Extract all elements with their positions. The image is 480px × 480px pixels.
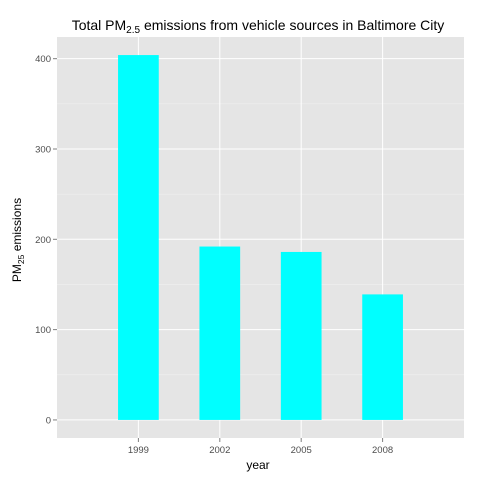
y-tick-label: 400 xyxy=(35,54,51,65)
y-axis-label-suffix: emissions xyxy=(10,198,24,255)
chart-title-subscript: 2.5 xyxy=(126,25,140,36)
y-axis-label-subscript: 25 xyxy=(16,254,26,264)
bar-2008 xyxy=(362,294,403,420)
chart-title-suffix: emissions from vehicle sources in Baltim… xyxy=(140,17,444,33)
chart-title: Total PM2.5 emissions from vehicle sourc… xyxy=(72,17,445,36)
y-axis-label-prefix: PM xyxy=(10,264,24,282)
y-tick-label: 100 xyxy=(35,325,51,336)
x-tick-label: 2008 xyxy=(372,445,393,456)
chart-title-prefix: Total PM xyxy=(72,17,126,33)
x-tick-label: 2005 xyxy=(291,445,312,456)
bar-2002 xyxy=(199,246,241,420)
x-axis: 1999 2002 2005 2008 xyxy=(128,438,393,456)
x-tick-label: 2002 xyxy=(209,445,230,456)
y-tick-label: 0 xyxy=(46,415,51,426)
bars xyxy=(118,55,403,420)
y-tick-label: 200 xyxy=(35,235,51,246)
x-axis-label: year xyxy=(246,458,269,472)
y-axis-label: PM25 emissions xyxy=(10,198,26,282)
y-axis: 0 100 200 300 400 xyxy=(35,54,57,426)
y-tick-label: 300 xyxy=(35,144,51,155)
x-tick-label: 1999 xyxy=(128,445,149,456)
bar-2005 xyxy=(280,251,322,420)
bar-1999 xyxy=(118,55,159,420)
